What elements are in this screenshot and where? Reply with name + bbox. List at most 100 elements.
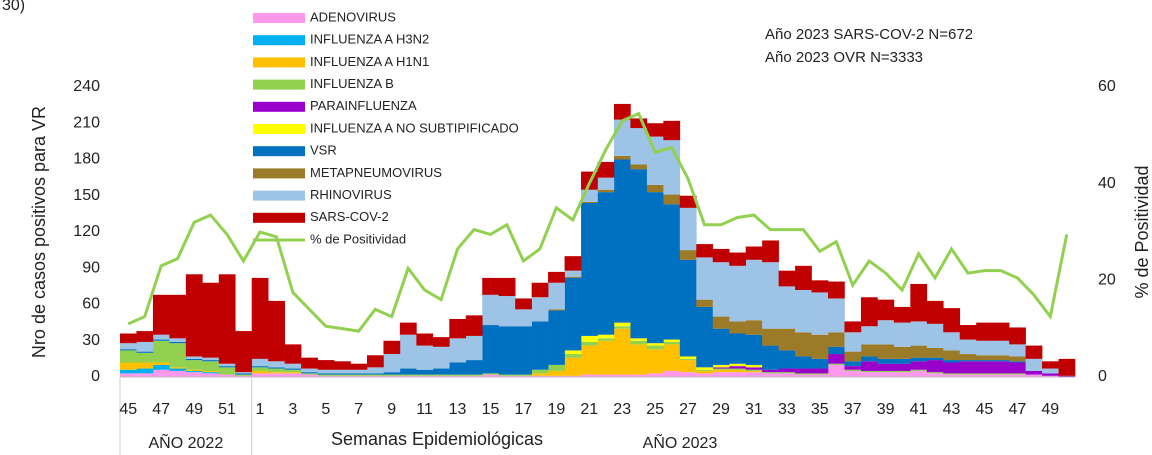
bar-segment <box>251 370 269 374</box>
bar-segment <box>679 358 697 361</box>
bar-segment <box>416 375 434 377</box>
bar-segment <box>959 361 977 374</box>
bar-segment <box>992 360 1010 362</box>
bar-segment <box>399 375 417 377</box>
bar-segment <box>120 362 137 370</box>
x-tick-label: 13 <box>449 401 467 418</box>
bar-segment <box>1042 368 1059 374</box>
bar-segment <box>218 363 236 367</box>
bar-segment <box>844 366 862 370</box>
bar-segment <box>498 277 516 297</box>
bar-segment <box>992 374 1010 377</box>
bar-segment <box>185 370 203 373</box>
bar-segment <box>152 294 170 335</box>
bar-segment <box>515 298 532 310</box>
bar-segment <box>334 369 351 374</box>
x-tick-label: 45 <box>976 401 994 418</box>
y-tick-label: 150 <box>73 187 100 204</box>
bar-segment <box>399 368 417 375</box>
bar-segment <box>926 348 944 358</box>
bar-segment <box>564 354 582 358</box>
bar-segment <box>893 363 911 371</box>
x-tick-label: 39 <box>877 401 895 418</box>
bar-segment <box>712 248 730 263</box>
bar-segment <box>136 351 154 353</box>
bar-segment <box>597 340 615 375</box>
bar-segment <box>169 294 187 339</box>
bar-segment <box>811 368 829 374</box>
annotation: Año 2023 SARS-COV-2 N=672 <box>765 26 973 43</box>
bar-segment <box>613 119 631 156</box>
legend-swatch <box>253 190 305 201</box>
bar-segment <box>844 321 862 333</box>
y2-tick-label: 20 <box>1098 272 1116 289</box>
bar-segment <box>729 369 746 373</box>
bar-segment <box>778 372 796 374</box>
bar-segment <box>581 374 598 377</box>
bar-segment <box>185 358 203 361</box>
bar-segment <box>630 128 648 165</box>
bar-segment <box>663 341 681 345</box>
bar-segment <box>416 369 434 375</box>
bar-segment <box>893 322 911 347</box>
bar-segment <box>169 368 187 371</box>
bar-segment <box>301 368 318 373</box>
bar-segment <box>630 340 648 345</box>
bar-segment <box>531 297 549 322</box>
x-tick-label: 33 <box>778 401 796 418</box>
y-tick-label: 60 <box>82 296 100 313</box>
bar-segment <box>992 340 1010 356</box>
bar-segment <box>844 370 862 377</box>
bar-segment <box>893 358 911 364</box>
bar-segment <box>218 366 236 368</box>
bar-segment <box>366 375 384 377</box>
bar-segment <box>1009 362 1026 374</box>
x-tick-label: 23 <box>613 401 631 418</box>
bar-segment <box>449 338 467 363</box>
bar-segment <box>366 355 384 368</box>
bar-segment <box>581 341 598 346</box>
bar-segment <box>893 306 911 323</box>
bar-segment <box>284 369 302 373</box>
bar-segment <box>235 374 253 376</box>
bar-segment <box>860 361 878 371</box>
bar-segment <box>712 367 730 369</box>
bar-segment <box>169 370 187 377</box>
bar-segment <box>712 364 730 368</box>
bar-segment <box>745 367 763 370</box>
bar-segment <box>663 120 681 141</box>
bar-segment <box>828 354 845 364</box>
bar-segment <box>235 331 253 373</box>
bar-segment <box>976 340 993 356</box>
bar-segment <box>762 240 779 263</box>
bar-segment <box>449 375 467 377</box>
bar-segment <box>729 333 746 364</box>
bar-segment <box>548 364 565 371</box>
bar-segment <box>613 103 631 120</box>
bar-segment <box>943 374 961 377</box>
bar-segment <box>828 332 845 347</box>
bar-segment <box>1009 374 1026 377</box>
bar-segment <box>943 373 961 375</box>
bar-segment <box>564 256 582 271</box>
bar-segment <box>943 308 961 333</box>
x-tick-label: 35 <box>811 401 829 418</box>
bar-segment <box>811 373 829 375</box>
bar-segment <box>630 338 648 341</box>
bar-segment <box>795 356 812 369</box>
bar-segment <box>613 159 631 323</box>
y-tick-label: 120 <box>73 223 100 240</box>
bar-segment <box>152 364 170 370</box>
bar-segment <box>152 339 170 341</box>
bar-segment <box>301 373 318 375</box>
bar-segment <box>317 360 335 370</box>
bar-segment <box>729 363 746 367</box>
bar-segment <box>729 252 746 266</box>
bar-segment <box>828 281 845 299</box>
bar-segment <box>169 341 187 344</box>
bar-segment <box>449 374 467 376</box>
x-tick-label: 31 <box>745 401 763 418</box>
legend-label: % de Positividad <box>310 231 406 246</box>
legend-label: INFLUENZA A H1N1 <box>310 54 429 69</box>
bar-segment <box>712 262 730 317</box>
